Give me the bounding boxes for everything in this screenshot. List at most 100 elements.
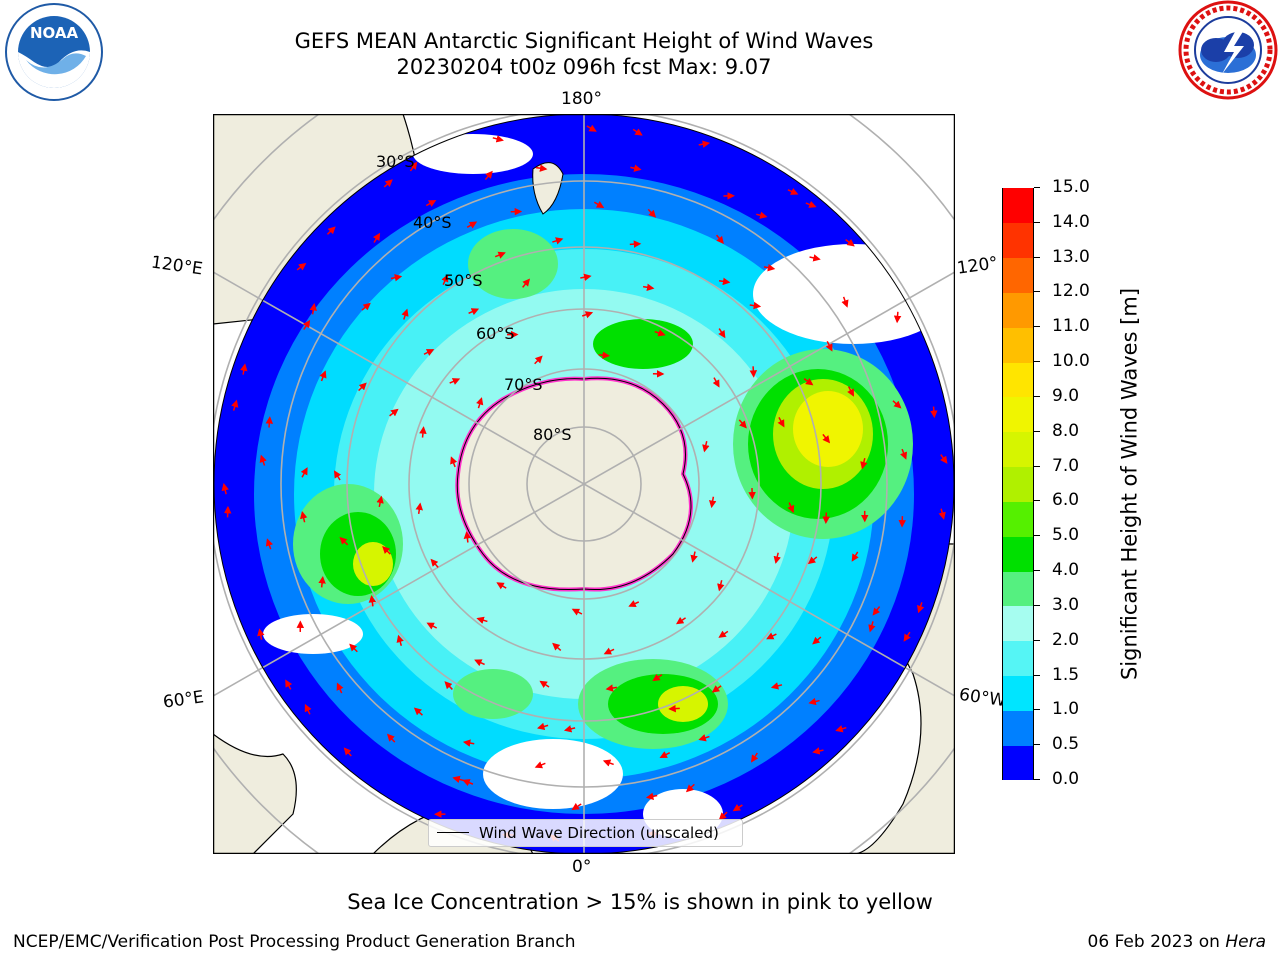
lon-label-120e: 120°E	[149, 252, 204, 280]
colorbar-segment	[1003, 675, 1033, 711]
wave-direction-arrow	[396, 634, 404, 646]
wave-direction-arrow	[712, 377, 720, 388]
polar-map	[212, 113, 956, 855]
wave-direction-arrow	[809, 254, 821, 262]
wave-direction-arrow	[389, 408, 399, 417]
wave-direction-arrow	[938, 508, 946, 520]
wave-direction-arrow	[812, 636, 822, 645]
wave-direction-arrow	[860, 458, 868, 470]
wave-direction-arrow	[423, 349, 435, 356]
colorbar-segment	[1003, 536, 1033, 572]
wave-direction-arrow	[494, 251, 506, 259]
colorbar-tick-label: 9.0	[1052, 385, 1080, 406]
wave-direction-arrow	[450, 456, 458, 468]
sea-ice-caption: Sea Ice Concentration > 15% is shown in …	[347, 890, 933, 914]
wave-direction-arrow	[336, 682, 344, 694]
colorbar-tick-label: 14.0	[1052, 211, 1090, 232]
wave-direction-arrow	[756, 211, 768, 219]
colorbar-tick	[1034, 639, 1040, 641]
colorbar-tick	[1034, 570, 1040, 572]
colorbar-tick	[1034, 709, 1040, 711]
wave-direction-arrow	[652, 673, 663, 682]
wave-direction-arrow	[630, 164, 642, 172]
noaa-logo-icon: NOAA	[4, 2, 104, 102]
wave-direction-arrow	[231, 399, 239, 411]
wave-direction-arrow	[787, 187, 799, 195]
wave-direction-arrow	[492, 135, 504, 143]
wave-direction-arrow	[685, 783, 695, 793]
wave-direction-arrow	[917, 602, 925, 614]
wave-direction-arrow	[749, 301, 762, 310]
wave-direction-arrow	[333, 470, 342, 481]
wave-direction-arrow	[326, 226, 336, 235]
colorbar-tick-label: 12.0	[1052, 281, 1090, 302]
wave-direction-arrow	[893, 311, 902, 324]
colorbar-tick-label: 2.0	[1052, 629, 1080, 650]
wave-direction-arrow	[537, 722, 549, 731]
colorbar-tick	[1034, 465, 1040, 467]
wave-direction-arrow	[476, 616, 488, 624]
colorbar-segment	[1003, 222, 1033, 259]
wave-direction-arrow	[777, 417, 785, 428]
wave-direction-arrow	[382, 546, 391, 555]
wave-direction-arrow	[413, 707, 423, 716]
map-legend: Wind Wave Direction (unscaled)	[428, 819, 743, 847]
colorbar-segment	[1003, 396, 1033, 433]
wave-direction-arrow	[361, 302, 371, 311]
wave-direction-arrow	[221, 482, 229, 495]
wave-direction-arrow	[718, 811, 728, 821]
wave-direction-arrow	[718, 277, 731, 286]
wave-direction-arrow	[593, 200, 605, 209]
colorbar-segment	[1003, 327, 1033, 363]
wave-direction-arrow	[868, 621, 876, 633]
chart-subtitle: 20230204 t00z 096h fcst Max: 9.07	[396, 55, 772, 79]
colorbar-tick	[1034, 326, 1040, 328]
colorbar-segment	[1003, 605, 1033, 642]
wave-direction-arrow	[851, 551, 859, 562]
noaa-logo-text: NOAA	[30, 24, 79, 42]
colorbar-segment	[1003, 292, 1033, 328]
footer-date: 06 Feb 2023 on Hera	[1088, 932, 1266, 952]
wave-direction-arrow	[444, 681, 453, 690]
wave-direction-arrow	[300, 511, 308, 523]
wave-direction-arrow	[642, 283, 655, 292]
wave-direction-arrow	[738, 419, 747, 429]
wave-direction-arrow	[822, 433, 831, 444]
wave-direction-arrow	[750, 752, 759, 763]
colorbar-tick	[1034, 500, 1040, 502]
colorbar-tick-label: 11.0	[1052, 316, 1090, 337]
colorbar-tick-label: 15.0	[1052, 177, 1090, 197]
colorbar-tick-label: 3.0	[1052, 594, 1080, 615]
wave-direction-arrow	[803, 377, 814, 386]
colorbar-tick-label: 1.0	[1052, 699, 1080, 720]
lon-label-120w: 120°	[955, 253, 1000, 279]
colorbar-tick-label: 10.0	[1052, 351, 1090, 372]
wave-direction-arrow	[484, 170, 493, 181]
wave-direction-arrow	[708, 496, 717, 509]
wave-direction-arrow	[259, 454, 267, 466]
wave-direction-arrow	[930, 406, 938, 419]
wave-direction-arrow	[900, 448, 908, 460]
colorbar-tick-label: 7.0	[1052, 455, 1080, 476]
colorbar	[1002, 188, 1034, 781]
colorbar-segment	[1003, 362, 1033, 398]
wave-direction-arrow	[645, 792, 658, 800]
wave-direction-arrow	[702, 440, 710, 453]
colorbar-tick-label: 0.0	[1052, 769, 1080, 789]
lon-label-60e: 60°E	[161, 687, 206, 713]
wave-direction-arrow	[285, 679, 293, 690]
wave-direction-arrow	[302, 319, 311, 330]
wave-direction-arrow	[463, 531, 472, 543]
wave-direction-arrow	[668, 704, 680, 713]
wave-direction-arrow	[476, 397, 484, 409]
wave-direction-arrow	[718, 328, 726, 339]
wave-direction-arrow	[401, 308, 409, 320]
wave-direction-arrow	[552, 237, 564, 245]
wave-direction-arrow	[847, 386, 854, 397]
wave-direction-arrow	[732, 804, 743, 812]
antarctica-land	[455, 376, 693, 592]
wave-direction-arrow	[580, 273, 592, 281]
wave-direction-arrow	[845, 238, 855, 247]
wave-direction-arrow	[474, 659, 485, 667]
wave-direction-arrow	[763, 263, 776, 272]
